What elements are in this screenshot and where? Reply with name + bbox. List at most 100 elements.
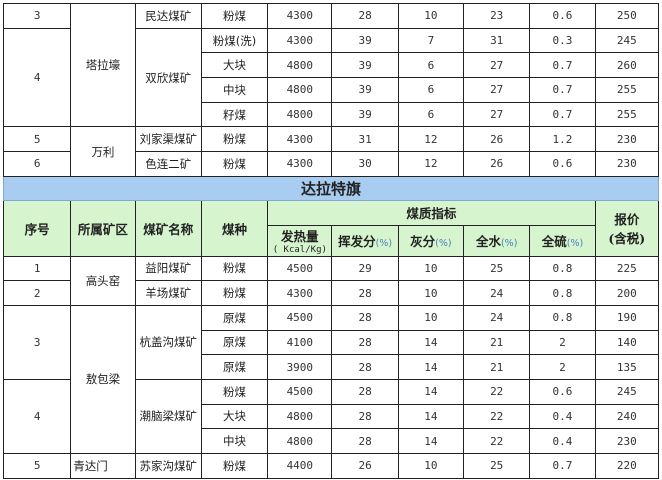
table-row: 2 羊场煤矿 粉煤 4300 28 10 24 0.8 200 [2,280,660,306]
mine-area: 敖包梁 [70,304,136,455]
sulfur-value: 0.4 [529,428,596,454]
header-quality: 煤质指标 [267,199,596,226]
ash-value: 10 [397,304,465,331]
mine-name: 杭盖沟煤矿 [134,304,202,380]
header-type: 煤种 [200,199,269,257]
ash-value: 10 [397,3,465,29]
sulfur-value: 0.8 [529,280,596,306]
volatile-value: 30 [331,151,399,177]
table-row: 籽煤 4800 39 6 27 0.7 255 [4,101,660,128]
volatile-value: 26 [331,453,399,479]
sulfur-value: 0.6 [529,151,596,177]
table-row: 中块 4800 39 6 27 0.7 255 [4,77,660,103]
header-subrow: 发热量( Kcal/Kg) 挥发分(%) 灰分(%) 全水(%) 全硫(%) [4,224,659,257]
sulfur-value: 0.8 [529,255,596,282]
coal-type: 粉煤 [200,453,269,479]
ash-value: 6 [397,101,465,128]
price-value: 255 [594,101,660,128]
price-value: 245 [594,27,660,54]
header-price-note: (含税) [608,231,646,247]
heat-value: 4800 [267,77,333,103]
row-number: 2 [2,280,72,306]
price-value: 255 [594,77,660,103]
ash-value: 14 [397,378,465,405]
header-sulfur: 全硫(%) [529,224,596,257]
coal-type: 籽煤 [200,101,269,128]
header-heat-label: 发热量 [281,229,319,244]
table-row: 3 敖包梁 杭盖沟煤矿 原煤 4500 28 10 24 0.8 190 [2,304,660,455]
header-volatile-label: 挥发分 [338,234,376,249]
sulfur-value: 1.2 [529,126,596,153]
water-value: 21 [463,354,531,380]
mine-area: 万利 [70,126,136,177]
price-value: 230 [594,151,660,177]
ash-value: 14 [397,329,465,356]
heat-value: 4500 [267,255,333,282]
water-value: 26 [463,126,531,153]
coal-type: 粉煤 [200,126,269,153]
heat-value: 4300 [267,126,333,153]
ash-value: 12 [397,151,465,177]
water-value: 22 [463,378,531,405]
table-row: 原煤 3900 28 14 21 2 135 [4,354,660,380]
mine-area: 塔拉壕 [70,2,136,128]
price-value: 230 [594,428,660,454]
coal-type: 原煤 [200,304,269,331]
sulfur-value: 0.3 [529,27,596,54]
table-row: 大块 4800 28 14 22 0.4 240 [4,403,660,430]
ash-value: 14 [397,354,465,380]
water-value: 24 [463,304,531,331]
volatile-value: 28 [331,280,399,306]
volatile-value: 39 [331,77,399,103]
mine-name: 羊场煤矿 [134,280,202,306]
price-value: 135 [594,354,660,380]
heat-value: 4300 [267,27,333,54]
coal-type: 粉煤(洗) [200,27,269,54]
header-heat: 发热量( Kcal/Kg) [267,224,333,257]
water-value: 23 [463,3,531,29]
heat-value: 4100 [267,329,333,356]
row-number: 4 [2,378,72,455]
water-value: 27 [463,77,531,103]
ash-value: 7 [397,27,465,54]
price-value: 250 [594,3,660,29]
heat-value: 4300 [267,280,333,306]
sulfur-value: 0.8 [529,304,596,331]
mine-name: 益阳煤矿 [134,255,202,282]
water-value: 25 [463,453,531,479]
heat-value: 4800 [267,428,333,454]
row-number: 4 [2,27,72,128]
heat-value: 4300 [267,151,333,177]
header-mine: 煤矿名称 [134,199,202,257]
header-water-label: 全水 [475,234,501,249]
table-row: 4 潮脑梁煤矿 粉煤 4500 28 14 22 0.6 245 [2,378,660,455]
coal-type: 粉煤 [200,280,269,306]
water-value: 22 [463,428,531,454]
heat-value: 4800 [267,101,333,128]
ash-value: 12 [397,126,465,153]
row-number: 5 [2,126,72,153]
ash-value: 6 [397,52,465,79]
volatile-value: 39 [331,52,399,79]
volatile-value: 39 [331,27,399,54]
coal-type: 粉煤 [200,3,269,29]
section-title-row: 达拉特旗 [3,175,659,201]
mine-name: 双欣煤矿 [134,27,202,128]
coal-type: 原煤 [200,329,269,356]
header-water: 全水(%) [463,224,531,257]
ash-value: 6 [397,77,465,103]
row-number: 5 [2,453,72,479]
volatile-value: 28 [331,3,399,29]
mine-name: 色连二矿 [134,151,202,177]
water-value: 31 [463,27,531,54]
table-row: 中块 4800 28 14 22 0.4 230 [4,428,660,454]
table-row: 3 塔拉壕 民达煤矿 粉煤 4300 28 10 23 0.6 250 [2,2,660,128]
row-number: 3 [2,3,72,29]
mine-area: 高头窑 [70,255,136,306]
mine-name: 民达煤矿 [134,3,202,29]
heat-value: 4400 [267,453,333,479]
header-price-label: 报价 [614,212,640,228]
sulfur-value: 0.6 [529,3,596,29]
water-value: 26 [463,151,531,177]
volatile-value: 28 [331,403,399,430]
